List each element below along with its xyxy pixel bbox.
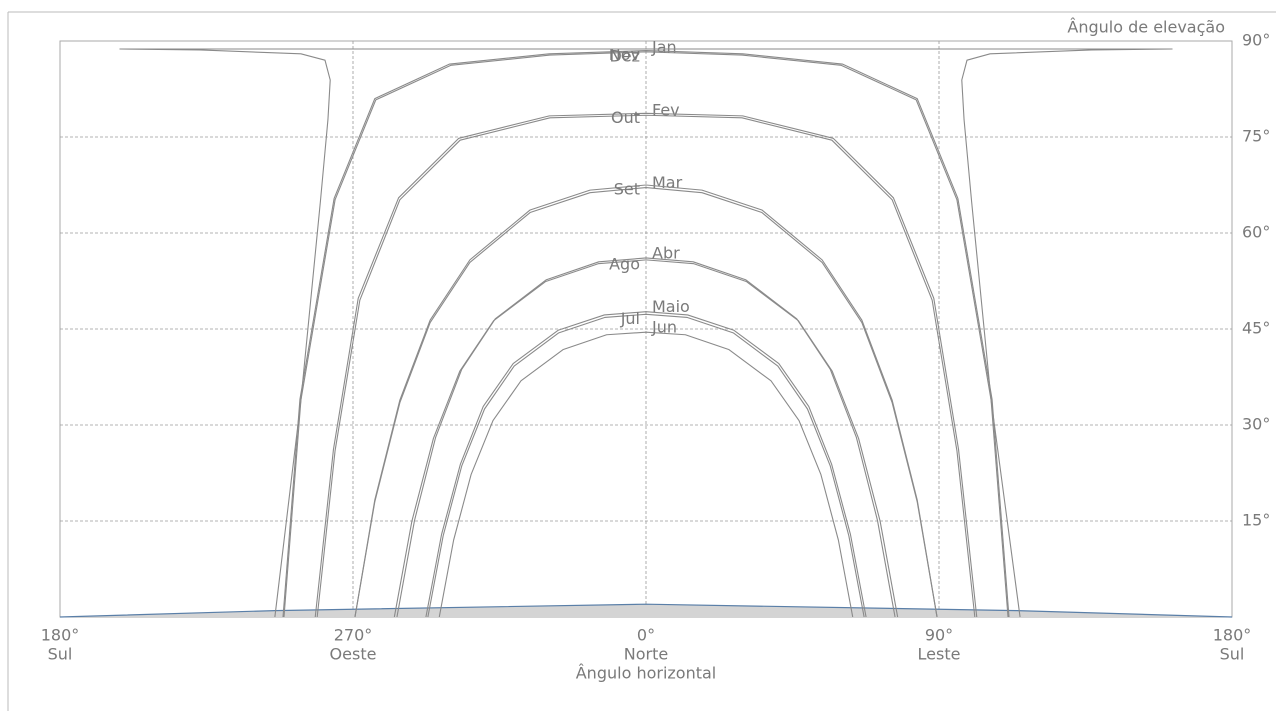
month-label: Mar [652,173,683,192]
month-label: Jan [651,37,677,56]
x-tick-label: 0° [637,626,655,645]
sun-path [425,311,867,618]
month-label: Abr [652,243,680,262]
month-label: Ago [609,254,640,273]
horizon-line [59,603,1233,618]
x-tick-label: 180° [41,626,80,645]
month-label: Set [614,180,640,199]
sun-path [354,184,938,618]
sun-path [438,331,854,618]
x-tick-label: 180° [1213,626,1252,645]
sun-path [282,50,1010,618]
sun-path [316,114,976,618]
sun-path [396,257,896,618]
sun-path [354,187,938,618]
y-tick-label: 45° [1242,319,1270,338]
x-tick-direction: Sul [48,645,73,664]
y-axis-label: Ângulo de elevação [1067,18,1225,37]
y-tick-label: 15° [1242,511,1270,530]
sun-path [119,48,1173,618]
month-label: Dez [609,46,640,65]
sun-path [427,313,865,618]
x-axis-label: Ângulo horizontal [576,664,717,683]
x-tick-direction: Oeste [330,645,377,664]
month-label: Nov [609,45,640,64]
month-label: Jul [620,309,640,328]
sun-path [314,112,978,618]
y-tick-label: 60° [1242,223,1270,242]
x-tick-label: 90° [925,626,953,645]
y-tick-label: 75° [1242,127,1270,146]
month-label: Fev [652,101,680,120]
month-label: Jun [651,318,677,337]
x-tick-direction: Norte [624,645,668,664]
x-tick-direction: Sul [1220,645,1245,664]
sun-path [283,51,1009,618]
y-tick-label: 30° [1242,415,1270,434]
month-label: Maio [652,297,690,316]
x-tick-direction: Leste [918,645,961,664]
x-tick-label: 270° [334,626,373,645]
horizon-area [60,604,1232,617]
sun-path [393,259,899,618]
month-label: Out [611,108,640,127]
y-tick-label: 90° [1242,31,1270,50]
